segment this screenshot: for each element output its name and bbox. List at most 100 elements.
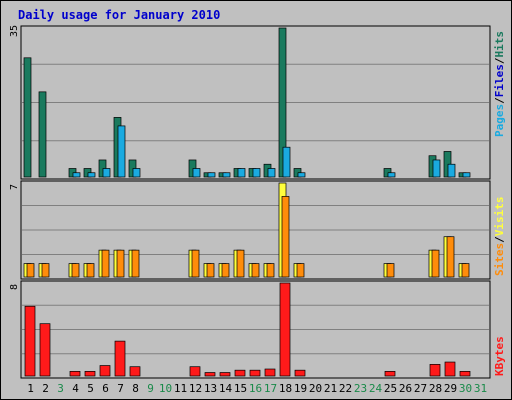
bar-files-day-17 xyxy=(267,168,276,178)
bar-sites-day-14 xyxy=(221,263,230,278)
legend-sep: / xyxy=(493,57,506,64)
legend-hits: Hits xyxy=(493,31,506,58)
legend-kbytes: KBytes xyxy=(493,336,506,376)
bar-kbytes-day-12 xyxy=(189,366,201,377)
legend-mid: Sites/Visits xyxy=(493,197,506,277)
bar-kbytes-day-5 xyxy=(84,371,96,377)
bar-sites-day-13 xyxy=(206,263,215,278)
bar-sites-day-12 xyxy=(191,249,200,278)
day-label-11: 11 xyxy=(174,382,187,395)
day-label-30: 30 xyxy=(459,382,472,395)
day-label-27: 27 xyxy=(414,382,427,395)
mid-axis-max-label: 7 xyxy=(9,184,20,190)
legend-files: Files xyxy=(493,64,506,97)
bar-sites-day-6 xyxy=(101,249,110,278)
bar-hits-day-2 xyxy=(38,91,47,178)
bar-files-day-25 xyxy=(387,172,396,178)
day-label-10: 10 xyxy=(159,382,172,395)
day-label-26: 26 xyxy=(399,382,412,395)
bar-files-day-28 xyxy=(432,159,441,178)
day-label-31: 31 xyxy=(474,382,487,395)
day-label-12: 12 xyxy=(189,382,202,395)
bar-sites-day-30 xyxy=(461,263,470,278)
chart-panels xyxy=(20,25,491,379)
chart-bars xyxy=(23,27,471,377)
bar-sites-day-8 xyxy=(131,249,140,278)
day-label-15: 15 xyxy=(234,382,247,395)
bar-kbytes-day-17 xyxy=(264,368,276,377)
legend-sep: / xyxy=(493,97,506,104)
bar-kbytes-day-29 xyxy=(444,361,456,377)
day-label-28: 28 xyxy=(429,382,442,395)
bar-files-day-6 xyxy=(102,168,111,178)
bar-sites-day-15 xyxy=(236,249,245,278)
bar-sites-day-18 xyxy=(281,196,290,278)
day-label-7: 7 xyxy=(117,382,124,395)
day-label-23: 23 xyxy=(354,382,367,395)
day-label-20: 20 xyxy=(309,382,322,395)
bar-kbytes-day-6 xyxy=(99,365,111,377)
bar-kbytes-day-7 xyxy=(114,340,126,377)
bar-kbytes-day-19 xyxy=(294,369,306,377)
bar-hits-day-1 xyxy=(23,57,32,178)
bar-sites-day-29 xyxy=(446,236,455,278)
bar-sites-day-2 xyxy=(41,263,50,278)
legend-pages: Pages xyxy=(493,104,506,137)
legend-sites: Sites xyxy=(493,243,506,276)
bar-kbytes-day-14 xyxy=(219,372,231,377)
day-label-4: 4 xyxy=(72,382,79,395)
legend-visits: Visits xyxy=(493,197,506,237)
day-label-22: 22 xyxy=(339,382,352,395)
bar-files-day-12 xyxy=(192,168,201,178)
legend-bot: KBytes xyxy=(493,336,506,376)
bar-files-day-15 xyxy=(237,168,246,178)
bar-files-day-19 xyxy=(297,172,306,178)
bar-files-day-8 xyxy=(132,168,141,178)
day-label-3: 3 xyxy=(57,382,64,395)
day-label-8: 8 xyxy=(132,382,139,395)
bar-kbytes-day-8 xyxy=(129,366,141,377)
day-label-17: 17 xyxy=(264,382,277,395)
bar-files-day-29 xyxy=(447,163,456,178)
bar-kbytes-day-4 xyxy=(69,371,81,377)
day-label-24: 24 xyxy=(369,382,383,395)
bar-kbytes-day-30 xyxy=(459,371,471,377)
bar-files-day-7 xyxy=(117,125,126,178)
day-label-14: 14 xyxy=(219,382,233,395)
bar-files-day-5 xyxy=(87,172,96,178)
day-labels: 1 2 3 4 5 6 7 8 9 10 11 12 13 14 15 16 17 18 19 20 21 22 23 24 2… xyxy=(27,382,487,395)
bar-files-day-4 xyxy=(72,172,81,178)
bar-kbytes-day-28 xyxy=(429,364,441,377)
day-label-5: 5 xyxy=(87,382,94,395)
bar-kbytes-day-1 xyxy=(24,305,36,377)
bar-kbytes-day-18 xyxy=(279,282,291,377)
bar-kbytes-day-16 xyxy=(249,369,261,377)
day-label-25: 25 xyxy=(384,382,397,395)
bar-sites-day-19 xyxy=(296,263,305,278)
bar-kbytes-day-25 xyxy=(384,371,396,377)
bar-kbytes-day-15 xyxy=(234,369,246,377)
legend-top: Pages/Files/Hits xyxy=(493,31,506,137)
chart-title: Daily usage for January 2010 xyxy=(18,8,220,22)
bot-axis-max-label: 8 xyxy=(9,284,20,290)
day-label-18: 18 xyxy=(279,382,292,395)
bar-kbytes-day-2 xyxy=(39,323,51,377)
bar-sites-day-16 xyxy=(251,263,260,278)
day-label-13: 13 xyxy=(204,382,217,395)
bar-sites-day-4 xyxy=(71,263,80,278)
bar-kbytes-day-13 xyxy=(204,372,216,377)
bar-sites-day-7 xyxy=(116,249,125,278)
day-label-9: 9 xyxy=(147,382,154,395)
bar-sites-day-28 xyxy=(431,249,440,278)
bar-files-day-14 xyxy=(222,172,231,178)
bar-sites-day-25 xyxy=(386,263,395,278)
bar-files-day-13 xyxy=(207,172,216,178)
day-label-29: 29 xyxy=(444,382,457,395)
bar-sites-day-5 xyxy=(86,263,95,278)
day-label-21: 21 xyxy=(324,382,337,395)
day-label-19: 19 xyxy=(294,382,307,395)
bar-sites-day-17 xyxy=(266,263,275,278)
bar-files-day-18 xyxy=(282,146,291,178)
bar-files-day-16 xyxy=(252,168,261,178)
